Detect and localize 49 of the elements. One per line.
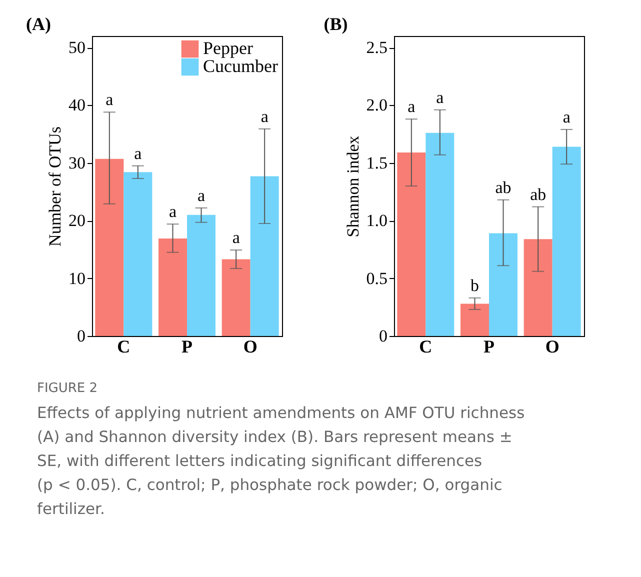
y-tick-label: 30	[68, 153, 86, 172]
y-tick-label: 10	[68, 268, 86, 288]
y-tick-label: 2.0	[366, 96, 388, 115]
y-tick-label: 20	[68, 211, 86, 230]
annotation: a	[134, 144, 142, 163]
y-tick-label: 0	[77, 326, 86, 346]
bar	[187, 214, 216, 336]
annotation: b	[470, 276, 479, 295]
bar	[95, 158, 124, 336]
bar	[222, 259, 250, 336]
y-tick-label: 50	[68, 38, 86, 58]
x-tick-label: P	[182, 336, 192, 356]
bar	[124, 172, 152, 336]
annotation: a	[562, 107, 571, 126]
annotation: ab	[495, 178, 512, 197]
x-tick-label: C	[117, 336, 130, 356]
chart-title: (A)	[26, 14, 51, 34]
annotation: a	[197, 186, 206, 205]
annotation: a	[260, 106, 269, 126]
annotation: a	[408, 97, 416, 116]
bar	[524, 239, 552, 336]
bar	[489, 233, 518, 336]
bar	[158, 238, 187, 336]
bar	[250, 176, 279, 336]
text: Effects of applying nutrient amendments on AMF OTU richness (A) and Shannon diversity index (B). Bars represent means ± SE, with different letters indicating significant differences (p < 0.05). C, control; P, phosphate rock powder; O, organic fertilizer.	[37, 404, 525, 518]
y-tick-label: 0.5	[366, 268, 388, 288]
annotation: a	[436, 88, 444, 107]
annotation: a	[232, 228, 240, 248]
y-tick-label: 0	[379, 326, 388, 346]
bar	[460, 304, 489, 336]
y-tick-label: 1.0	[366, 211, 388, 230]
y-axis-title: Shannon index	[343, 135, 362, 238]
caption: FIGURE 2	[37, 381, 98, 396]
bar	[426, 132, 454, 336]
annotation: ab	[530, 184, 546, 204]
legend-label: Pepper	[203, 38, 253, 58]
y-axis-title: Number of OTUs	[46, 126, 64, 246]
bar	[397, 152, 426, 336]
annotation: a	[168, 202, 177, 222]
y-tick-label: 2.5	[366, 38, 388, 58]
x-tick-label: O	[243, 336, 258, 356]
bar	[552, 146, 581, 336]
x-tick-label: O	[545, 336, 560, 356]
chart-title: (B)	[324, 14, 348, 34]
x-tick-label: C	[419, 336, 432, 356]
y-tick-label: 1.5	[366, 153, 388, 172]
annotation: a	[106, 90, 114, 110]
x-tick-label: P	[484, 336, 494, 356]
y-tick-label: 40	[68, 96, 86, 115]
